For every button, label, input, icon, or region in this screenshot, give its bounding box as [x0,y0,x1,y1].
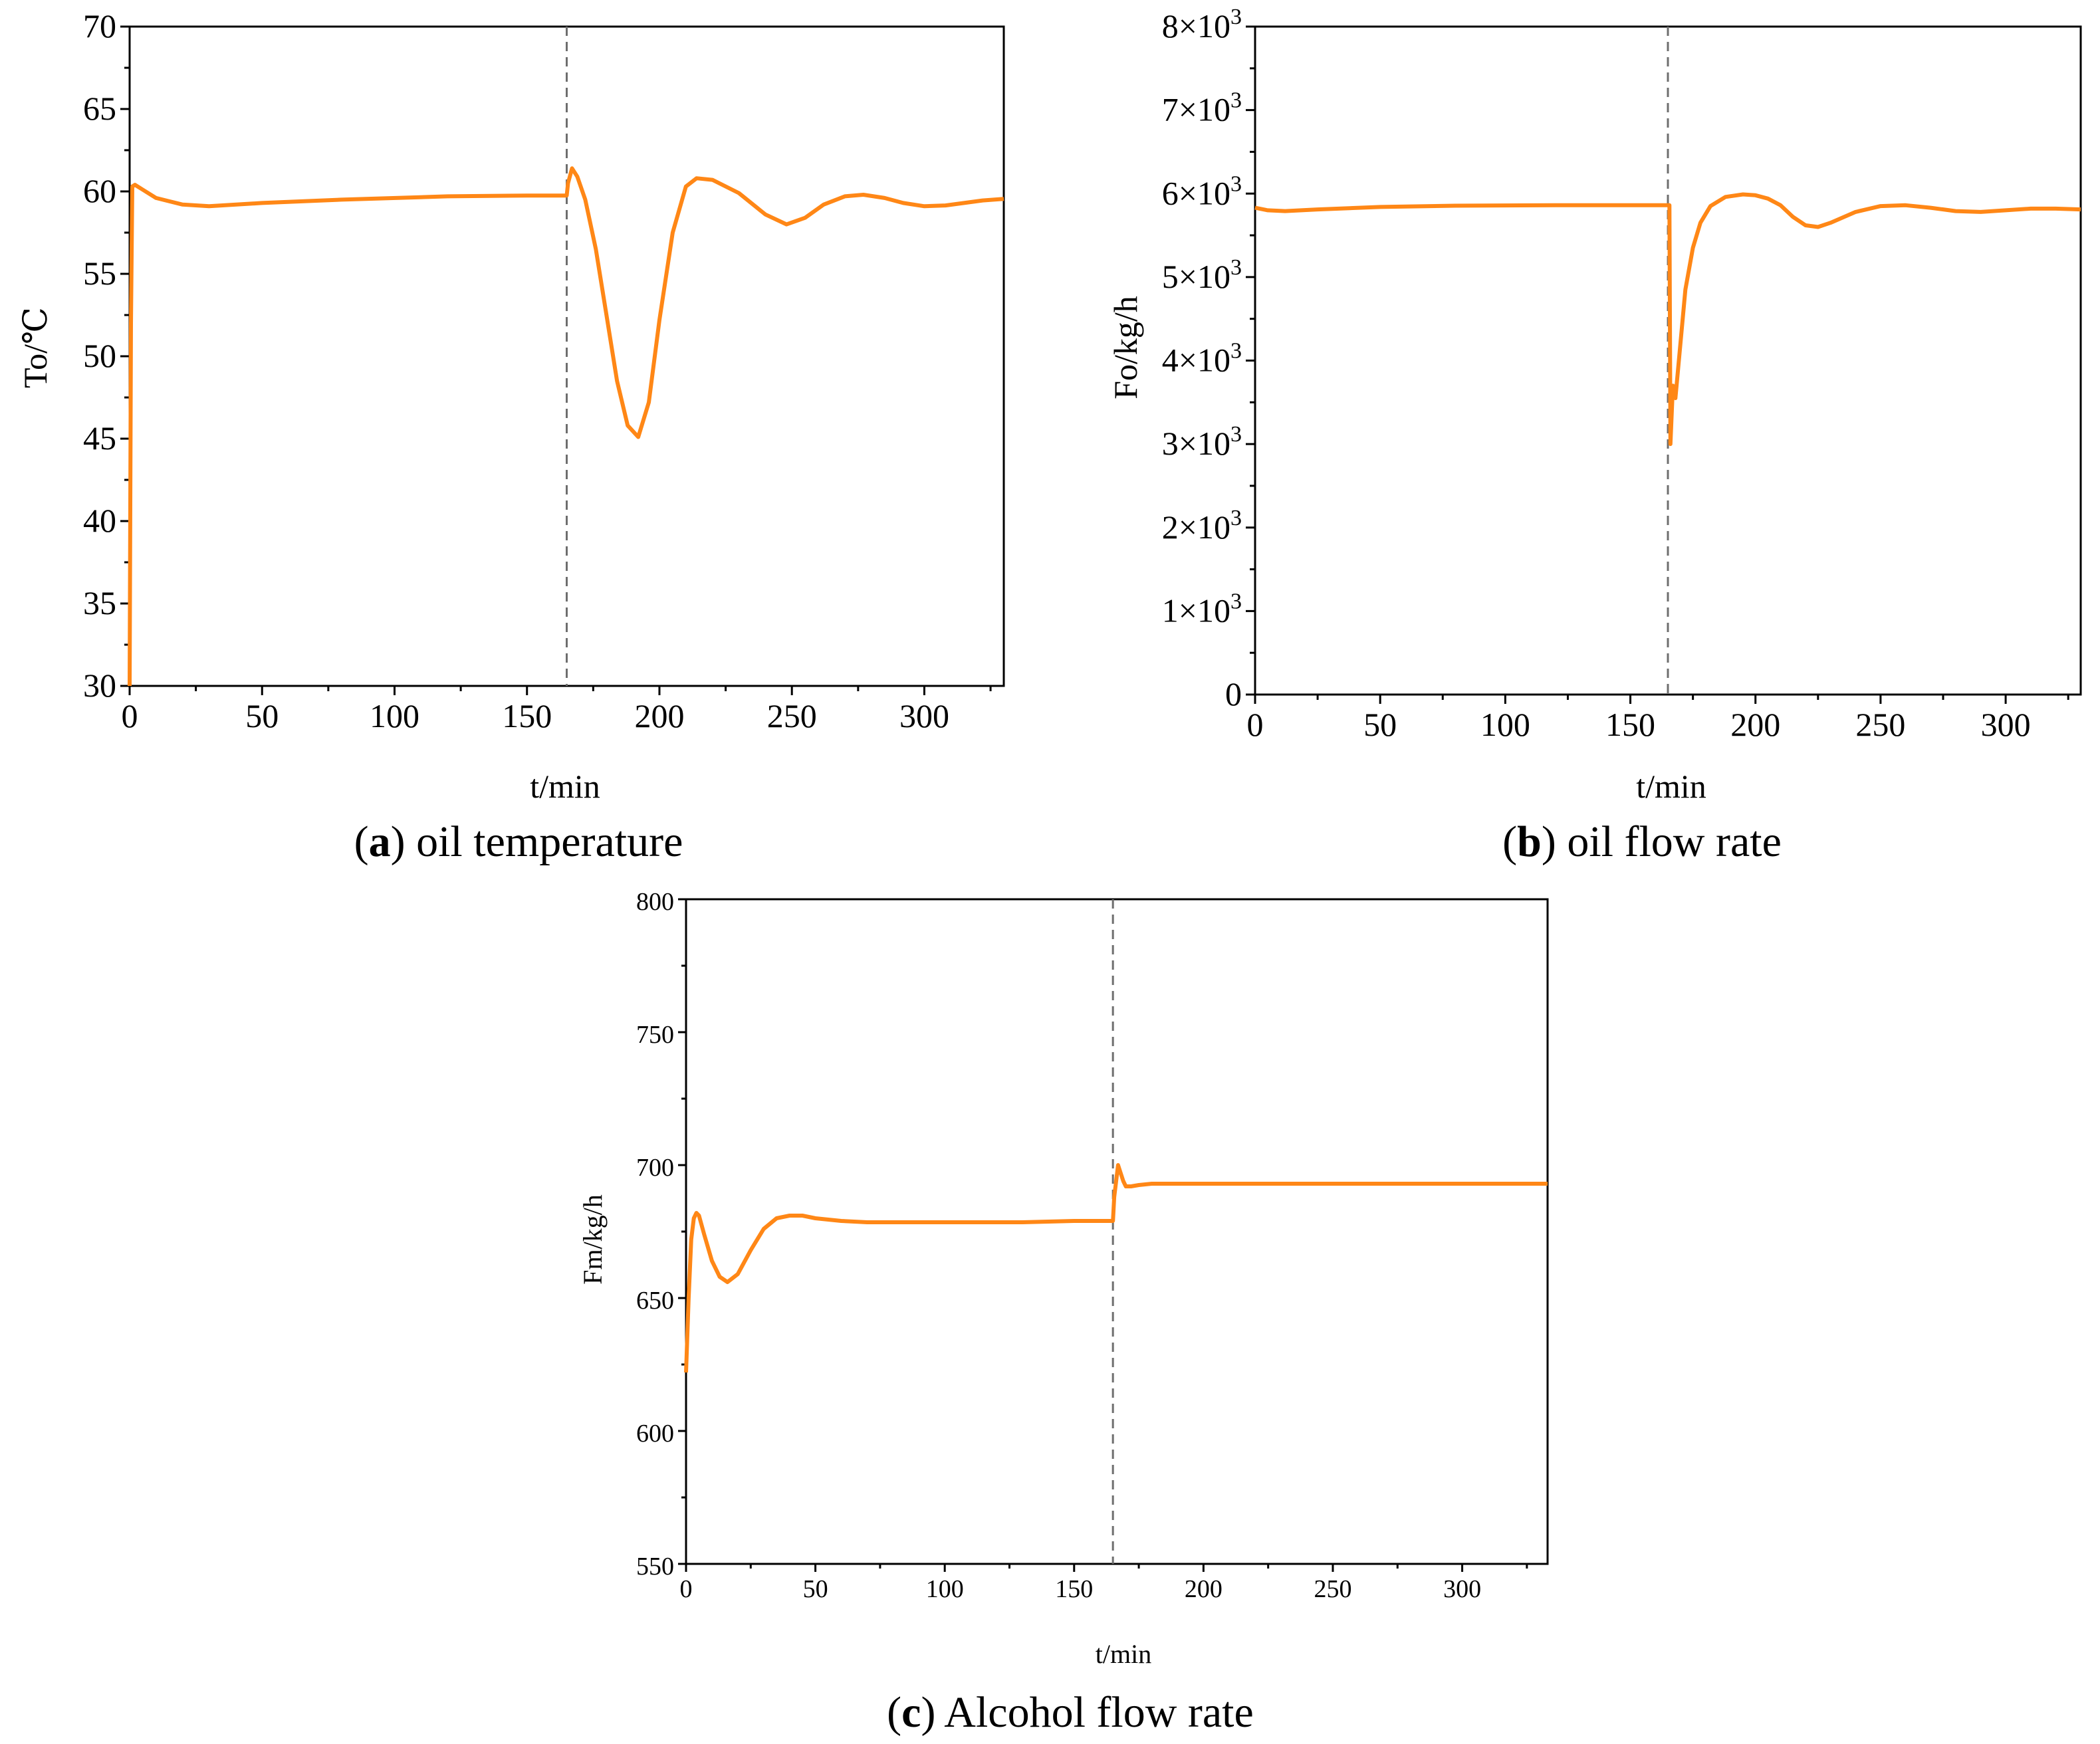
x-tick-label-c: 200 [1185,1575,1223,1603]
x-tick-label-a: 0 [122,697,138,734]
y-tick-label-b: 6×103 [1162,171,1242,211]
series-line-a [128,166,1004,687]
x-tick-label-b: 100 [1480,706,1530,743]
y-tick-label-exponent: 3 [1230,589,1242,613]
panel-a-oil-temperature: 0 50 100 150 200 250 300 30 35 40 45 50 55 60 65 70 t/m… [17,7,1005,866]
y-tick-label-a: 60 [83,172,116,209]
plot-b: 0 50 100 150 200 250 30001×1032×1033×1034×1035… [1162,5,2082,743]
y-tick-label-b: 2×103 [1162,506,1242,546]
caption-b-letter: b [1517,818,1542,866]
x-tick-label-c: 250 [1314,1575,1351,1603]
x-tick-label-b: 50 [1363,706,1397,743]
plot-a: 0 50 100 150 200 250 300 30 35 40 45 50 55 60 65 70 [83,7,1005,734]
x-tick-label-a: 250 [767,697,817,734]
caption-b: (b) oil flow rate [1502,818,1782,866]
caption-c-letter: c [901,1688,921,1737]
y-tick-label-exponent: 3 [1230,255,1242,280]
y-tick-label-b: 4×103 [1162,339,1242,379]
panel-b-oil-flow-rate: 0 50 100 150 200 250 30001×1032×1033×1034×1035… [1107,5,2082,866]
x-tick-label-b: 250 [1855,706,1905,743]
plot-c: 0 50 100 150 200 250 300 550 600 650 700 750 800 [636,888,1549,1603]
y-tick-label-a: 35 [83,584,116,621]
panel-c-alcohol-flow-rate: 0 50 100 150 200 250 300 550 600 650 700 750 800 t/m… [578,888,1549,1737]
series-line-c [684,1163,1548,1373]
x-tick-label-c: 100 [926,1575,964,1603]
y-tick-label-base: 2×10 [1162,508,1230,546]
y-axis-title-c: Fm/kg/h [578,1194,608,1285]
y-tick-label-exponent: 3 [1230,506,1242,530]
y-tick-label-b: 5×103 [1162,255,1242,295]
y-tick-label-base: 4×10 [1162,342,1230,379]
y-tick-label-base: 1×10 [1162,592,1230,629]
y-tick-label-c: 700 [636,1154,674,1182]
x-tick-label-c: 150 [1055,1575,1093,1603]
y-tick-label-a: 40 [83,502,116,539]
x-tick-label-c: 0 [680,1575,693,1603]
y-tick-label-a: 65 [83,90,116,127]
caption-a-text: oil temperature [416,818,683,866]
x-axis-title-c: t/min [1096,1639,1151,1669]
y-tick-label-exponent: 3 [1230,171,1242,196]
x-tick-label-a: 100 [370,697,419,734]
y-tick-label-base: 6×10 [1162,174,1230,211]
x-tick-label-a: 200 [634,697,684,734]
y-tick-label-exponent: 3 [1230,339,1242,364]
y-tick-label-b: 0 [1225,675,1242,712]
y-tick-label-b: 3×103 [1162,422,1242,462]
y-tick-label-a: 30 [83,667,116,704]
y-tick-label-base: 0 [1225,675,1242,712]
y-tick-label-base: 5×10 [1162,258,1230,295]
caption-b-text: oil flow rate [1567,818,1782,866]
y-tick-label-c: 800 [636,888,674,916]
y-tick-label-b: 8×103 [1162,5,1242,45]
x-tick-label-b: 150 [1605,706,1655,743]
y-tick-label-c: 750 [636,1021,674,1049]
y-tick-label-a: 70 [83,7,116,45]
x-axis-title-a: t/min [530,768,600,805]
series-line-b [1254,192,2081,447]
caption-a: (a) oil temperature [354,818,683,866]
y-tick-label-b: 7×103 [1162,88,1242,128]
y-tick-label-base: 7×10 [1162,91,1230,128]
x-tick-label-c: 50 [803,1575,828,1603]
y-tick-label-exponent: 3 [1230,422,1242,447]
y-tick-label-b: 1×103 [1162,589,1242,629]
y-tick-label-exponent: 3 [1230,5,1242,29]
y-tick-label-a: 55 [83,255,116,292]
x-tick-label-b: 200 [1730,706,1780,743]
x-tick-label-a: 150 [502,697,552,734]
y-tick-label-c: 600 [636,1420,674,1448]
y-tick-label-base: 8×10 [1162,7,1230,45]
x-tick-label-b: 0 [1247,706,1264,743]
y-tick-label-a: 45 [83,419,116,457]
caption-a-letter: a [369,818,391,866]
x-tick-label-c: 300 [1443,1575,1481,1603]
x-tick-label-b: 300 [1981,706,2031,743]
y-axis-title-b: Fo/kg/h [1107,296,1144,399]
y-tick-label-exponent: 3 [1230,88,1242,113]
caption-c-text: Alcohol flow rate [944,1688,1254,1737]
x-tick-label-a: 300 [899,697,949,734]
x-tick-label-a: 50 [245,697,279,734]
y-tick-label-base: 3×10 [1162,425,1230,462]
x-axis-title-b: t/min [1636,768,1706,805]
caption-c: (c) Alcohol flow rate [887,1688,1254,1737]
y-tick-label-a: 50 [83,337,116,374]
y-tick-label-c: 650 [636,1287,674,1315]
y-axis-title-a: To/℃ [17,307,54,388]
y-tick-label-c: 550 [636,1553,674,1580]
